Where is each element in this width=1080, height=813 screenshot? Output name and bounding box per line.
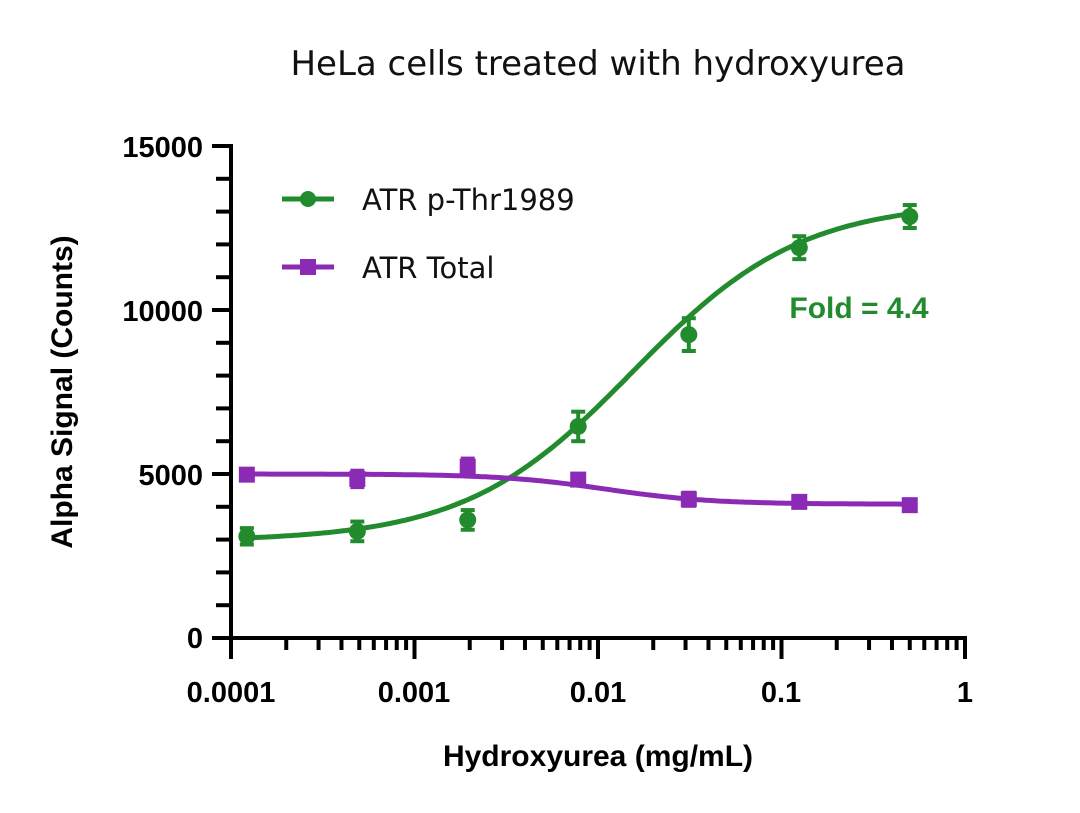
x-tick-label: 0.1	[761, 677, 801, 709]
data-point	[901, 497, 918, 514]
square-marker-icon	[300, 259, 316, 275]
y-tick-label: 10000	[122, 296, 203, 328]
data-point	[569, 417, 587, 435]
y-tick-label: 15000	[122, 132, 203, 164]
series-atr-p-thr1989	[238, 203, 919, 547]
data-point	[680, 491, 697, 508]
legend-label: ATR p-Thr1989	[362, 183, 575, 217]
data-point	[238, 466, 255, 483]
x-tick-label: 0.0001	[187, 677, 276, 709]
fold-annotation: Fold = 4.4	[789, 292, 929, 325]
x-axis	[229, 636, 967, 659]
data-point	[901, 208, 919, 226]
data-point	[791, 493, 808, 510]
data-point	[238, 527, 256, 545]
legend: ATR p-Thr1989 ATR Total	[282, 183, 575, 285]
data-point	[349, 470, 366, 487]
data-point	[459, 511, 477, 529]
data-point	[570, 471, 587, 488]
circle-marker-icon	[300, 191, 316, 207]
data-point	[348, 522, 366, 540]
y-tick-label: 0	[187, 623, 203, 655]
legend-item-atr-total: ATR Total	[282, 251, 494, 285]
legend-label: ATR Total	[362, 251, 494, 285]
chart-title: HeLa cells treated with hydroxyurea	[290, 44, 905, 84]
series-atr-total	[238, 456, 918, 514]
x-axis-label: Hydroxyurea (mg/mL)	[443, 740, 753, 773]
legend-item-atr-p-thr1989: ATR p-Thr1989	[282, 183, 575, 217]
y-axis	[212, 144, 233, 640]
x-tick-label: 0.001	[378, 677, 451, 709]
data-point	[680, 326, 698, 344]
y-tick-label: 5000	[138, 460, 203, 492]
x-tick-label: 0.01	[570, 677, 626, 709]
data-point	[790, 239, 808, 257]
x-tick-label: 1	[957, 677, 973, 709]
plot-area	[238, 203, 919, 547]
y-axis-label: Alpha Signal (Counts)	[46, 235, 79, 548]
data-point	[459, 458, 476, 475]
